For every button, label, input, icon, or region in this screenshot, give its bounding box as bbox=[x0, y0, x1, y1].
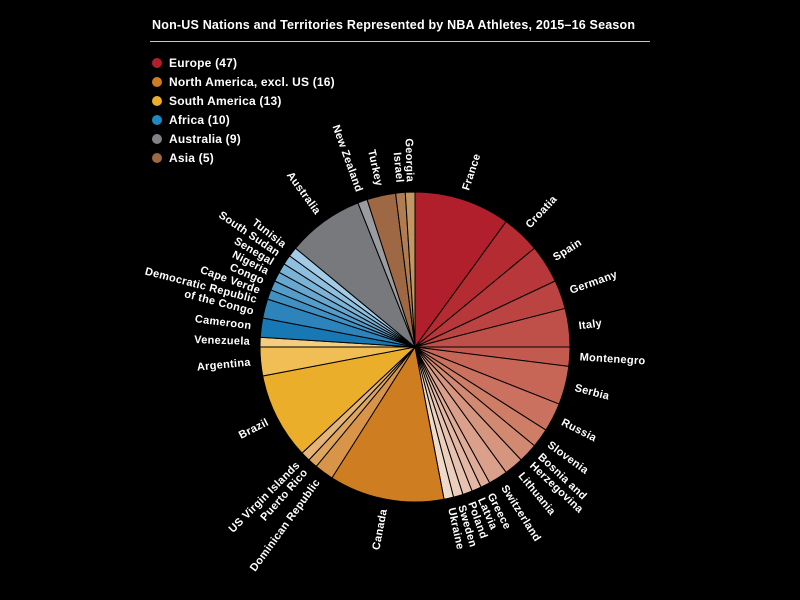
legend-item-south-america: South America (13) bbox=[152, 91, 335, 110]
legend-item-europe: Europe (47) bbox=[152, 53, 335, 72]
slice-label-brazil: Brazil bbox=[237, 417, 271, 442]
legend-item-australia: Australia (9) bbox=[152, 129, 335, 148]
chart-legend: Europe (47) North America, excl. US (16) S… bbox=[152, 53, 335, 167]
slice-label-canada: Canada bbox=[370, 507, 390, 551]
legend-label: Africa (10) bbox=[169, 112, 230, 127]
legend-label: Asia (5) bbox=[169, 150, 214, 165]
pie-slice-france bbox=[414, 191, 507, 348]
pie-slice-georgia bbox=[404, 191, 416, 348]
legend-label: South America (13) bbox=[169, 93, 282, 108]
legend-color-swatch bbox=[152, 57, 162, 68]
slice-label-cameroon: Cameroon bbox=[194, 313, 252, 332]
slice-label-georgia: Georgia bbox=[402, 138, 415, 183]
legend-color-swatch bbox=[152, 133, 162, 144]
slice-label-new-zealand: New Zealand bbox=[330, 123, 365, 193]
slice-label-croatia: Croatia bbox=[524, 193, 561, 231]
legend-color-swatch bbox=[152, 76, 162, 87]
slice-label-turkey: Turkey bbox=[365, 148, 385, 187]
chart-title: Non-US Nations and Territories Represent… bbox=[152, 18, 636, 32]
slice-label-venezuela: Venezuela bbox=[194, 334, 251, 348]
pie-slice-canada bbox=[331, 346, 445, 503]
legend-item-asia: Asia (5) bbox=[152, 148, 335, 167]
legend-item-north-america-excl-us: North America, excl. US (16) bbox=[152, 72, 335, 91]
slice-label-argentina: Argentina bbox=[196, 357, 252, 374]
slice-label-germany: Germany bbox=[568, 268, 619, 296]
slice-label-australia: Australia bbox=[284, 170, 323, 218]
slice-label-france: France bbox=[460, 152, 483, 192]
legend-color-swatch bbox=[152, 95, 162, 106]
legend-color-swatch bbox=[152, 114, 162, 125]
pie-slice-brazil bbox=[262, 346, 416, 454]
legend-label: Australia (9) bbox=[169, 131, 241, 146]
title-divider bbox=[150, 41, 650, 42]
slice-label-israel: Israel bbox=[391, 152, 406, 184]
slice-label-spain: Spain bbox=[551, 237, 584, 264]
legend-label: Europe (47) bbox=[169, 55, 238, 70]
legend-item-africa: Africa (10) bbox=[152, 110, 335, 129]
legend-color-swatch bbox=[152, 152, 162, 163]
legend-label: North America, excl. US (16) bbox=[169, 74, 335, 89]
slice-label-italy: Italy bbox=[578, 317, 603, 332]
slice-label-montenegro: Montenegro bbox=[579, 351, 646, 367]
slice-label-serbia: Serbia bbox=[573, 382, 611, 403]
slice-label-russia: Russia bbox=[559, 417, 599, 445]
